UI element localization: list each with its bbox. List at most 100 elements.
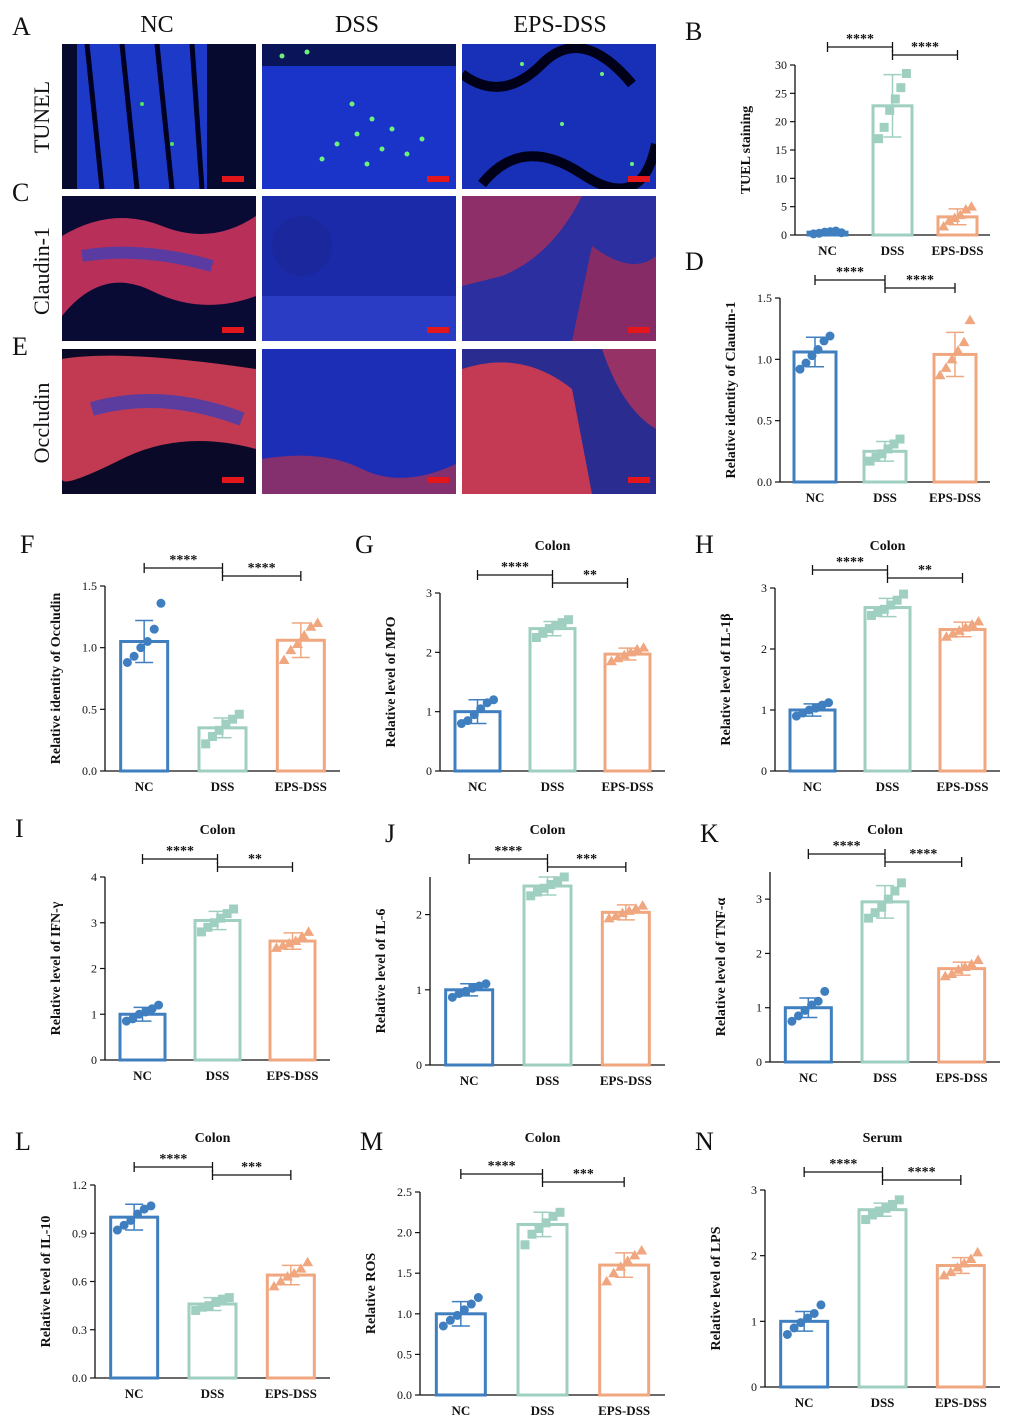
- y-tick-label: 0.5: [757, 414, 772, 428]
- panel-letter: J: [385, 819, 395, 848]
- sig-label: ***: [573, 1167, 594, 1182]
- y-tick-label: 1.5: [82, 579, 97, 593]
- data-point: [154, 1000, 164, 1010]
- data-point: [551, 621, 561, 631]
- data-point: [803, 1313, 813, 1323]
- data-point: [959, 961, 971, 971]
- data-point: [871, 452, 881, 462]
- data-point: [949, 212, 961, 222]
- y-tick-label: 0.3: [72, 1323, 87, 1337]
- sig-label: ***: [241, 1160, 262, 1175]
- chart-g: G Colon 0 1 2 3 Relative level of MPO NC DSS EPS-…: [355, 530, 665, 794]
- data-point: [218, 1294, 228, 1304]
- y-tick-label: 30: [775, 58, 787, 72]
- row-label-tunel: TUNEL: [29, 80, 54, 154]
- data-point: [553, 876, 563, 886]
- x-tick-label: DSS: [871, 1395, 895, 1410]
- bar: [938, 627, 987, 773]
- data-point: [820, 986, 830, 996]
- data-point: [544, 624, 554, 634]
- data-point: [807, 1000, 817, 1010]
- data-point: [877, 449, 887, 459]
- y-tick-label: 1: [756, 1001, 762, 1015]
- x-tick-label: NC: [803, 779, 822, 794]
- chart-m: M Colon 0.0 0.5 1.0 1.5 2.0 2.5 Relative ROS NC DS…: [360, 1127, 665, 1418]
- scale-bar: [222, 327, 244, 333]
- scale-bar: [628, 327, 650, 333]
- data-point: [555, 1207, 565, 1217]
- y-tick-label: 20: [775, 115, 787, 129]
- sig-label: ****: [494, 844, 522, 859]
- data-point: [538, 628, 548, 638]
- micrograph-claudin-nc: [62, 196, 256, 341]
- chart-n: N Serum 0 1 2 3 Relative level of LPS NC DSS EPS-…: [695, 1127, 1000, 1410]
- x-tick-label: DSS: [873, 490, 897, 505]
- data-point: [295, 1263, 307, 1273]
- panel-letter: L: [15, 1127, 31, 1156]
- panel-letter: D: [685, 250, 704, 276]
- x-tick-label: NC: [135, 779, 154, 794]
- x-tick-label: DSS: [876, 779, 900, 794]
- scale-bar: [628, 477, 650, 483]
- data-point: [947, 628, 959, 638]
- data-point: [133, 1209, 143, 1219]
- micrograph-claudin-eps-dss: [462, 196, 656, 341]
- bar: [265, 1273, 316, 1380]
- data-point: [559, 872, 569, 882]
- data-point: [877, 902, 887, 912]
- data-point: [447, 992, 457, 1002]
- y-tick-label: 1.2: [72, 1178, 87, 1192]
- sig-label: ****: [846, 32, 874, 47]
- data-point: [312, 617, 324, 627]
- y-tick-label: 2: [751, 1249, 757, 1263]
- data-point: [866, 610, 876, 620]
- x-tick-label: NC: [451, 1403, 470, 1418]
- data-point: [813, 345, 823, 355]
- data-point: [527, 1229, 537, 1239]
- data-point: [894, 1195, 904, 1205]
- data-point: [610, 910, 622, 921]
- data-point: [901, 69, 911, 78]
- micrograph-tunel-eps-dss: [462, 44, 656, 189]
- row-label-claudin-1: Claudin-1: [29, 227, 54, 315]
- chart-l: L Colon 0.0 0.3 0.6 0.9 1.2 Relative level of I…: [15, 1127, 330, 1401]
- bar: [268, 939, 317, 1062]
- y-tick-label: 0.5: [82, 702, 97, 716]
- data-point: [618, 649, 630, 660]
- panel-letter-e: E: [12, 332, 28, 361]
- chart-i: I Colon 0 1 2 3 4 Relative level of IFN-γ NC DSS E…: [15, 814, 330, 1083]
- data-point: [128, 1014, 138, 1024]
- data-point: [156, 598, 166, 608]
- bar: [937, 967, 987, 1064]
- column-title-dss: DSS: [334, 12, 380, 38]
- data-point: [870, 908, 880, 918]
- data-point: [129, 651, 139, 661]
- data-point: [636, 1244, 648, 1255]
- x-tick-label: EPS-DSS: [601, 779, 653, 794]
- data-point: [861, 1215, 871, 1225]
- data-point: [197, 1302, 207, 1312]
- data-point: [801, 358, 811, 368]
- x-tick-label: EPS-DSS: [936, 1070, 988, 1085]
- sig-label: ****: [501, 560, 529, 575]
- data-point: [112, 1225, 122, 1235]
- data-point: [954, 209, 966, 220]
- bar: [792, 350, 838, 484]
- x-tick-label: EPS-DSS: [275, 779, 327, 794]
- bar: [275, 638, 326, 773]
- sig-label: ****: [166, 844, 194, 859]
- x-tick-label: EPS-DSS: [929, 490, 981, 505]
- data-point: [879, 604, 889, 614]
- data-point: [605, 655, 617, 666]
- x-tick-label: DSS: [536, 1073, 560, 1088]
- y-tick-label: 2: [756, 946, 762, 960]
- data-point: [824, 698, 834, 708]
- y-tick-label: 1.0: [397, 1307, 412, 1321]
- data-point: [481, 979, 491, 989]
- data-point: [445, 1315, 455, 1325]
- data-point: [952, 345, 964, 355]
- y-tick-label: 2: [761, 642, 767, 656]
- panel-letter: N: [695, 1127, 714, 1156]
- data-point: [952, 964, 964, 974]
- data-point: [285, 644, 297, 655]
